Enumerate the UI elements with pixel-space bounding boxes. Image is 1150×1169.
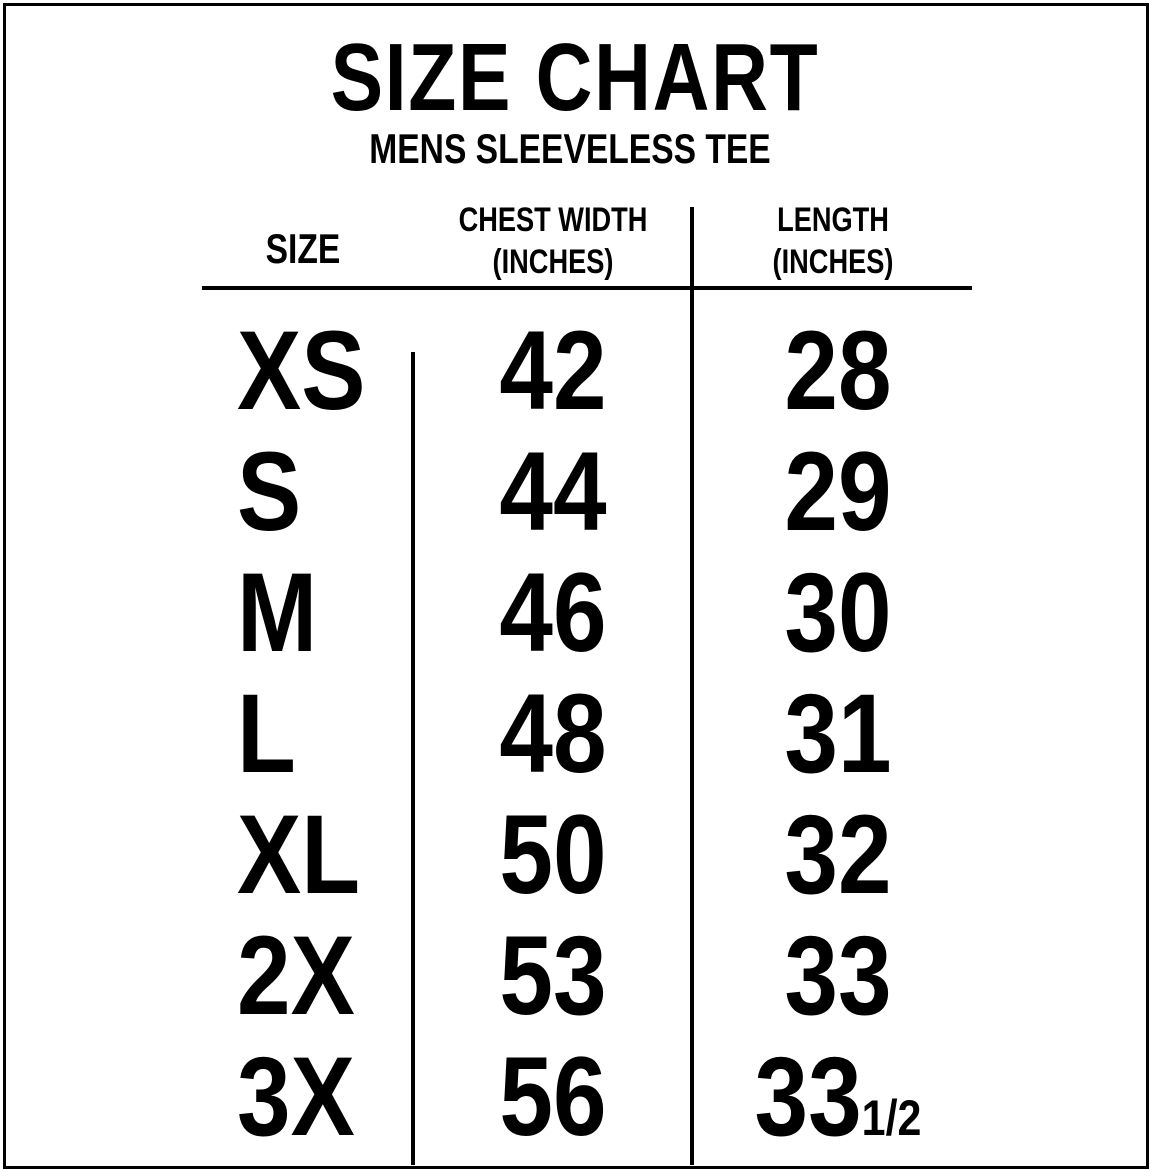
length-cell: 31	[735, 678, 941, 790]
length-cell: 30	[735, 557, 941, 669]
header-divider	[202, 286, 972, 290]
length-value: 30	[784, 550, 892, 675]
header-size: SIZE	[265, 225, 341, 272]
size-cell: 3X	[237, 1034, 355, 1159]
length-value: 31	[784, 671, 892, 796]
length-cell: 29	[735, 436, 941, 548]
size-cell: S	[237, 429, 302, 554]
chest-cell: 50	[499, 792, 607, 917]
chest-cell: 42	[499, 308, 607, 433]
page-subtitle: MENS SLEEVELESS TEE	[369, 125, 771, 172]
length-value: 32	[784, 792, 892, 917]
column-divider-length	[690, 207, 694, 1165]
length-value: 28	[784, 308, 892, 433]
page-border	[3, 3, 1149, 1169]
size-cell: XL	[237, 792, 361, 917]
header-chest-line1: CHEST WIDTH	[458, 201, 648, 239]
length-value: 33	[754, 1034, 862, 1159]
chest-cell: 44	[499, 429, 607, 554]
size-cell: L	[237, 671, 296, 796]
header-length-line2: (INCHES)	[772, 243, 894, 281]
header-chest-line2: (INCHES)	[492, 243, 614, 281]
chest-cell: 48	[499, 671, 607, 796]
length-cell: 32	[735, 799, 941, 911]
length-fraction: 1/2	[861, 1090, 922, 1146]
length-value: 29	[784, 429, 892, 554]
length-cell: 33	[735, 920, 941, 1032]
header-length-line1: LENGTH	[777, 201, 889, 239]
size-cell: 2X	[237, 913, 355, 1038]
chest-cell: 46	[499, 550, 607, 675]
length-cell: 331/2	[735, 1041, 941, 1153]
size-cell: M	[237, 550, 318, 675]
column-divider-size	[411, 352, 415, 1165]
length-value: 33	[784, 913, 892, 1038]
chest-cell: 53	[499, 913, 607, 1038]
length-cell: 28	[735, 315, 941, 427]
page-title: SIZE CHART	[330, 24, 820, 131]
size-cell: XS	[237, 308, 366, 433]
chest-cell: 56	[499, 1034, 607, 1159]
